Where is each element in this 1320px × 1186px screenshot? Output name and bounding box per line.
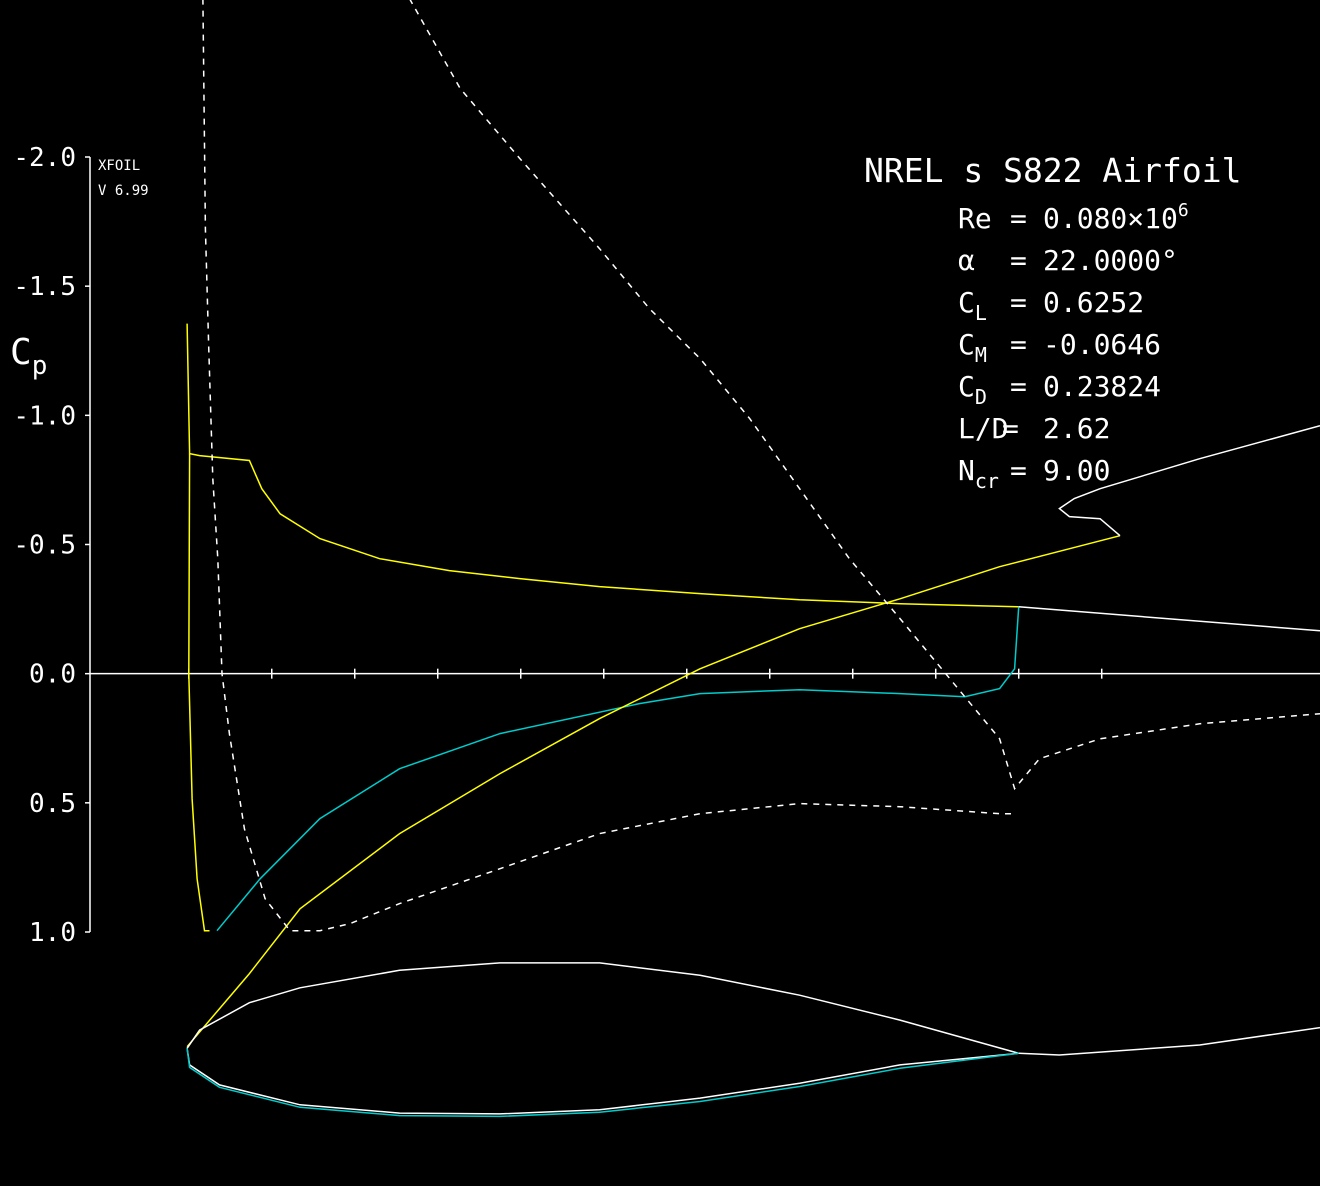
info-equals: = <box>1010 286 1027 319</box>
info-value-main: 22.0000° <box>1043 244 1178 277</box>
y-axis-label: Cp <box>10 332 47 381</box>
info-label-main: C <box>958 328 975 361</box>
info-value-main: 2.62 <box>1043 412 1110 445</box>
y-tick-label: 0.0 <box>29 660 76 690</box>
cp-curve <box>186 323 1019 608</box>
info-value-main: -0.0646 <box>1043 328 1161 361</box>
info-label-main: C <box>958 370 975 403</box>
info-equals: = <box>1010 244 1027 277</box>
airfoil-geometry <box>186 1048 1019 1118</box>
info-label: Re <box>958 202 992 235</box>
info-label: CD <box>958 370 987 409</box>
y-tick-label: -1.5 <box>13 272 76 302</box>
info-equals: = <box>1010 202 1027 235</box>
info-label-sub: D <box>975 385 987 409</box>
info-value-sup: 6 <box>1178 200 1189 221</box>
info-label: α <box>958 244 975 277</box>
info-label-main: L/D <box>958 412 1009 445</box>
cp-curve <box>188 453 210 932</box>
cp-curve <box>1018 606 1320 632</box>
info-label-main: N <box>958 454 975 487</box>
info-label-main: Re <box>958 202 992 235</box>
y-tick-label: 0.5 <box>29 789 76 819</box>
info-label-sub: M <box>975 343 987 367</box>
info-label: Ncr <box>958 454 999 493</box>
info-value-main: 9.00 <box>1043 454 1110 487</box>
info-label-sub: cr <box>975 469 999 493</box>
info-value: 0.23824 <box>1043 370 1161 403</box>
info-equals: = <box>1002 412 1019 445</box>
info-label-main: C <box>958 286 975 319</box>
y-axis-label-sub: p <box>32 351 48 381</box>
info-value: 0.6252 <box>1043 286 1144 319</box>
info-equals: = <box>1010 328 1027 361</box>
cp-curve <box>216 606 1020 932</box>
info-equals: = <box>1010 454 1027 487</box>
info-value: 0.080×106 <box>1043 200 1189 235</box>
info-label-main: α <box>958 244 975 277</box>
info-value-main: 0.080×10 <box>1043 202 1178 235</box>
info-value-main: 0.23824 <box>1043 370 1161 403</box>
y-axis-label-main: C <box>10 332 32 373</box>
info-label: L/D <box>958 412 1009 445</box>
cp-curve <box>202 0 1015 932</box>
info-value: 22.0000° <box>1043 244 1178 277</box>
cp-curve <box>1058 424 1320 537</box>
chart-title: NREL s S822 Airfoil <box>864 151 1242 190</box>
info-label: CL <box>958 286 987 325</box>
cp-curve <box>186 534 1121 1048</box>
info-value: 9.00 <box>1043 454 1110 487</box>
info-label: CM <box>958 328 987 367</box>
info-value-main: 0.6252 <box>1043 286 1144 319</box>
info-value: -0.0646 <box>1043 328 1161 361</box>
y-tick-label: -0.5 <box>13 531 76 561</box>
program-version: V 6.99 <box>98 183 149 199</box>
airfoil-geometry <box>1018 1026 1320 1056</box>
cp-curve <box>409 0 1320 791</box>
y-tick-label: -1.0 <box>13 401 76 431</box>
airfoil-geometry <box>186 962 1019 1115</box>
y-tick-label: 1.0 <box>29 918 76 948</box>
y-tick-label: -2.0 <box>13 143 76 173</box>
info-value: 2.62 <box>1043 412 1110 445</box>
info-equals: = <box>1010 370 1027 403</box>
info-label-sub: L <box>975 301 987 325</box>
program-name: XFOIL <box>98 158 140 174</box>
